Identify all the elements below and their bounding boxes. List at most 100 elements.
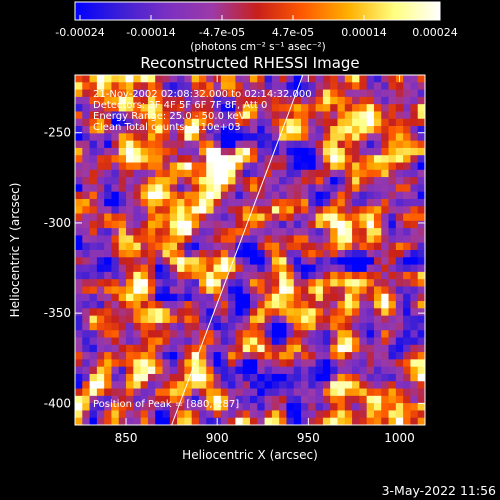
heatmap-cell [381,96,389,105]
heatmap-cell [257,330,265,338]
heatmap-cell [118,271,127,280]
heatmap-cell [417,395,425,404]
heatmap-cell [177,293,185,302]
heatmap-cell [242,279,251,287]
heatmap-cell [89,147,98,156]
heatmap-cell [286,96,295,105]
heatmap-cell [206,213,214,222]
heatmap-cell [104,177,112,185]
heatmap-cell [126,104,134,112]
heatmap-cell [213,395,222,404]
heatmap-cell [220,82,229,90]
heatmap-cell [82,308,90,317]
heatmap-cell [75,235,83,244]
heatmap-cell [279,126,287,134]
heatmap-cell [133,213,142,222]
heatmap-cell [366,126,375,134]
heatmap-cell [96,417,105,425]
heatmap-cell [118,293,127,302]
heatmap-cell [162,147,171,156]
heatmap-cell [279,162,287,171]
heatmap-cell [82,111,90,120]
heatmap-cell [279,250,287,258]
heatmap-cell [75,403,83,411]
heatmap-cell [286,286,295,295]
heatmap-cell [250,169,258,178]
heatmap-cell [322,118,331,127]
heatmap-cell [301,177,309,185]
heatmap-cell [395,250,404,258]
heatmap-cell [417,177,425,185]
heatmap-cell [89,250,98,258]
heatmap-cell [308,344,317,353]
heatmap-cell [155,126,163,134]
heatmap-cell [257,228,265,236]
heatmap-cell [206,410,214,419]
heatmap-cell [322,235,331,244]
heatmap-cell [410,381,419,389]
heatmap-cell [359,184,368,193]
heatmap-cell [191,198,200,207]
heatmap-cell [359,242,368,251]
heatmap-cell [213,373,222,382]
heatmap-cell [75,228,83,236]
heatmap-cell [286,388,295,397]
heatmap-cell [381,359,389,368]
heatmap-cell [286,162,295,171]
heatmap-cell [286,155,295,163]
heatmap-cell [264,330,273,338]
heatmap-cell [381,344,389,353]
heatmap-cell [213,330,222,338]
heatmap-cell [373,417,382,425]
heatmap-cell [198,162,207,171]
heatmap-cell [111,169,120,178]
heatmap-cell [403,373,411,382]
y-tick-label: -400 [44,396,71,410]
heatmap-cell [177,264,185,273]
heatmap-cell [352,162,360,171]
heatmap-cell [315,111,324,120]
heatmap-cell [344,337,353,346]
heatmap-cell [322,264,331,273]
heatmap-cell [155,366,163,375]
heatmap-cell [381,184,389,193]
heatmap-cell [96,96,105,105]
heatmap-cell [308,410,317,419]
heatmap-cell [366,403,375,411]
heatmap-cell [104,359,112,368]
colorbar: -0.00024 -0.00014 -4.7e-05 4.7e-05 0.00014 0.… [55,1,458,53]
heatmap-cell [140,381,149,389]
heatmap-cell [89,337,98,346]
heatmap-cell [242,301,251,309]
heatmap-cell [235,147,244,156]
heatmap-cell [118,315,127,324]
heatmap-cell [133,410,142,419]
heatmap-cell [184,89,193,98]
heatmap-cell [133,169,142,178]
heatmap-cell [242,82,251,90]
heatmap-cell [417,410,425,419]
heatmap-cell [271,308,280,317]
heatmap-cell [133,257,142,265]
heatmap-cell [373,410,382,419]
heatmap-cell [191,177,200,185]
heatmap-cell [344,410,353,419]
heatmap-cell [126,111,134,120]
heatmap-cell [118,126,127,134]
heatmap-cell [162,271,171,280]
heatmap-cell [177,410,185,419]
heatmap-cell [184,111,193,120]
heatmap-cell [184,169,193,178]
heatmap-cell [330,264,338,273]
heatmap-cell [322,366,331,375]
heatmap-cell [322,242,331,251]
heatmap-cell [279,111,287,120]
heatmap-cell [410,228,419,236]
heatmap-cell [133,242,142,251]
heatmap-cell [308,373,317,382]
annotation-peak-position: Position of Peak = [880,-287] [93,399,239,410]
heatmap-cell [337,104,346,112]
heatmap-cell [228,293,236,302]
heatmap-cell [133,75,142,83]
heatmap-cell [96,177,105,185]
